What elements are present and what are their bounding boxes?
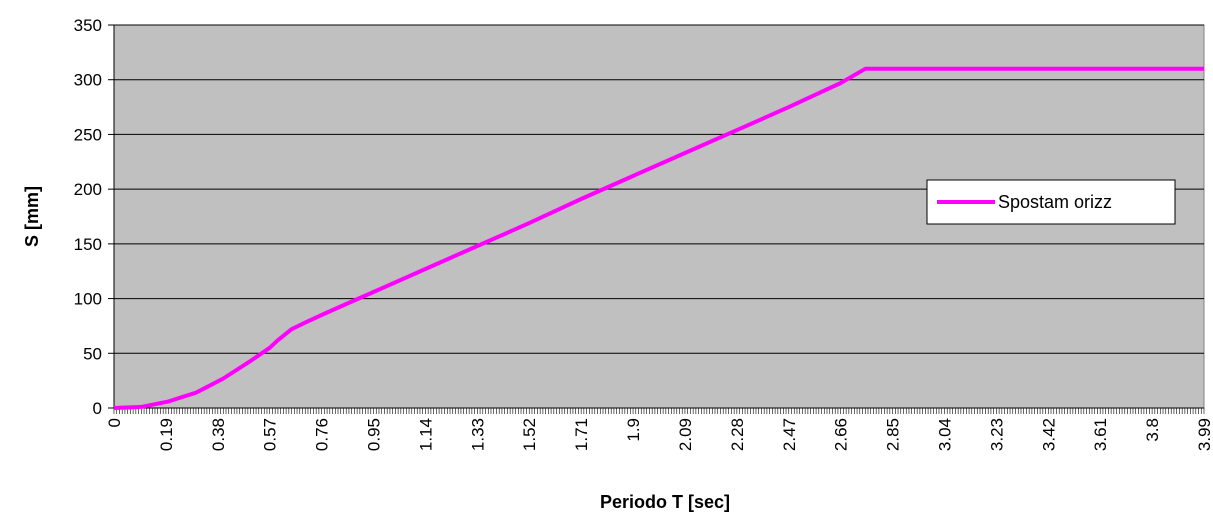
x-tick-label: 3.99 (1195, 418, 1213, 451)
gridlines (108, 24, 1204, 409)
x-tick-label: 3.61 (1091, 418, 1110, 451)
x-minor-ticks (113, 408, 1205, 414)
x-tick-label: 2.09 (676, 418, 695, 451)
y-tick-labels: 0 50 100 150 200 250 300 350 (74, 16, 102, 418)
x-tick-label: 0.76 (313, 418, 332, 451)
minor-tick-marks (113, 408, 1205, 414)
y-tick-label: 250 (74, 125, 102, 144)
x-tick-label: 3.04 (935, 418, 954, 451)
x-tick-label: 2.28 (728, 418, 747, 451)
y-tick-label: 50 (83, 344, 102, 363)
x-tick-label: 1.14 (416, 418, 435, 451)
x-tick-label: 1.33 (468, 418, 487, 451)
x-tick-label: 0.19 (157, 418, 176, 451)
x-tick-label: 0.57 (261, 418, 280, 451)
series-line-spostam-orizz (113, 66, 1204, 410)
x-tick-label: 3.8 (1143, 418, 1162, 442)
x-tick-label: 1.52 (520, 418, 539, 451)
y-tick-label: 300 (74, 71, 102, 90)
x-tick-labels: 0 0.19 0.38 0.57 0.76 0.95 1.14 1.33 1.52 1.71 1.9… (105, 418, 1213, 451)
x-tick-label: 1.71 (572, 418, 591, 451)
x-tick-label: 0.38 (209, 418, 228, 451)
y-tick-label: 150 (74, 235, 102, 254)
y-tick-label: 350 (74, 16, 102, 35)
x-tick-label: 2.85 (884, 418, 903, 451)
legend-label: Spostam orizz (998, 192, 1112, 212)
x-axis-title: Periodo T [sec] (600, 492, 730, 512)
x-tick-label: 1.9 (624, 418, 643, 442)
x-tick-label: 2.47 (780, 418, 799, 451)
y-tick-label: 200 (74, 180, 102, 199)
x-tick-label: 2.66 (832, 418, 851, 451)
legend: Spostam orizz (926, 179, 1176, 225)
x-tick-label: 3.23 (987, 418, 1006, 451)
y-axis-title: S [mm] (22, 186, 42, 247)
y-tick-label: 0 (93, 399, 102, 418)
x-tick-label: 0.95 (365, 418, 384, 451)
x-tick-label: 0 (105, 418, 124, 427)
y-tick-label: 100 (74, 290, 102, 309)
x-tick-label: 3.42 (1039, 418, 1058, 451)
